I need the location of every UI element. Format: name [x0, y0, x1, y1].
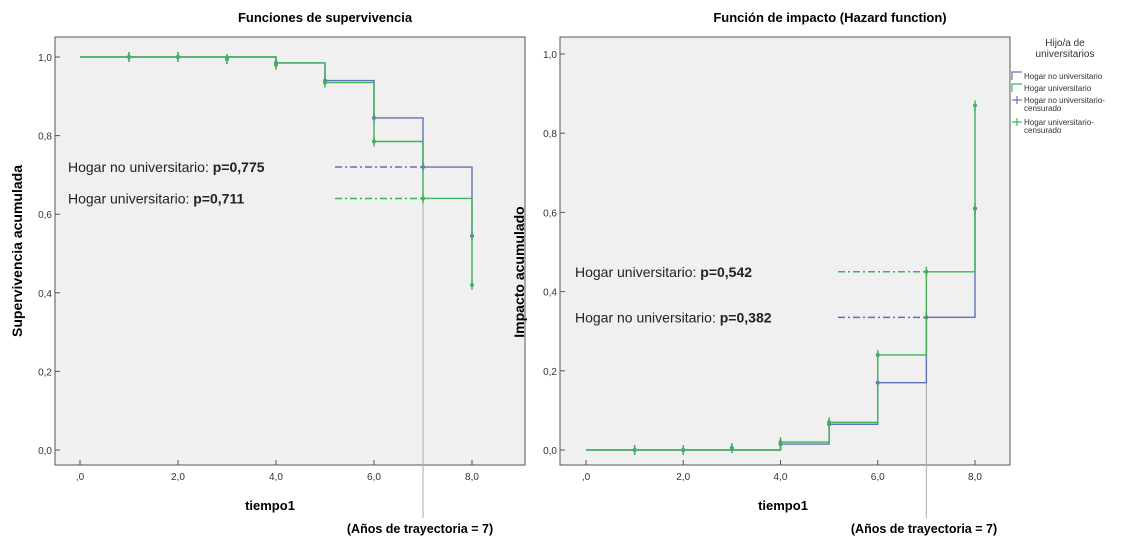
hazard-y-ticks: 0,0 0,2 0,4 0,6 0,8 1,0	[543, 50, 565, 457]
survival-annotation-value: p=0,775	[213, 159, 265, 175]
hazard-annotation-label: Hogar universitario:	[575, 264, 700, 280]
hazard-y-tick-label: 0,2	[543, 367, 557, 378]
hazard-point	[681, 448, 686, 452]
hazard-point	[729, 446, 734, 451]
legend-entry-label: Hogar universitario	[1024, 84, 1092, 93]
survival-point	[176, 55, 180, 59]
legend-entry-label: Hogar universitario-	[1024, 118, 1094, 127]
hazard-point	[875, 352, 880, 357]
hazard-annotation-0: Hogar universitario: p=0,542	[575, 264, 752, 280]
legend-title-line: universitarios	[1036, 49, 1095, 60]
survival-annotation-label: Hogar no universitario:	[68, 159, 213, 175]
hazard-series	[586, 100, 977, 455]
hazard-marker-label: (Años de trayectoria = 7)	[851, 522, 997, 536]
survival-y-tick-label: 0,8	[38, 132, 52, 143]
survival-point	[274, 62, 278, 67]
hazard-point	[632, 448, 637, 452]
survival-y-tick-label: 0,6	[38, 210, 52, 221]
survival-marker-label: (Años de trayectoria = 7)	[347, 522, 493, 536]
hazard-y-tick-label: 1,0	[543, 50, 557, 61]
survival-y-axis-label: Supervivencia acumulada	[9, 165, 25, 337]
hazard-x-tick-label: 4,0	[774, 472, 788, 483]
hazard-plot-area	[559, 36, 1011, 466]
hazard-y-axis-label: Impacto acumulado	[511, 206, 527, 337]
survival-y-tick-label: 0,2	[38, 367, 52, 378]
survival-x-ticks: ,0 2,0 4,0 6,0 8,0	[76, 460, 479, 483]
hazard-chart: Función de impacto (Hazard function) 0,0…	[511, 10, 1105, 536]
hazard-x-tick-label: ,0	[582, 472, 591, 483]
survival-point	[323, 80, 327, 85]
survival-y-tick-label: 0,4	[38, 289, 52, 300]
hazard-annotation-1: Hogar no universitario: p=0,382	[575, 309, 772, 325]
survival-annotation-label: Hogar universitario:	[68, 190, 193, 206]
hazard-annotation-value: p=0,542	[700, 264, 752, 280]
survival-chart-title: Funciones de supervivencia	[238, 10, 413, 25]
survival-point	[127, 55, 131, 59]
hazard-point	[973, 103, 977, 108]
survival-x-axis-label: tiempo1	[245, 498, 295, 513]
legend-title-line: Hijo/a de	[1045, 38, 1085, 49]
hazard-x-ticks: ,0 2,0 4,0 6,0 8,0	[582, 460, 982, 483]
legend-entry-label: Hogar no universitario	[1024, 72, 1103, 81]
hazard-y-tick-label: 0,4	[543, 288, 557, 299]
survival-annotation-value: p=0,711	[193, 190, 244, 206]
hazard-x-axis-label: tiempo1	[758, 498, 808, 513]
survival-point	[421, 196, 425, 201]
survival-x-tick-label: 6,0	[367, 472, 381, 483]
survival-x-tick-label: ,0	[76, 472, 85, 483]
survival-y-tick-label: 0,0	[38, 446, 52, 457]
hazard-chart-title: Función de impacto (Hazard function)	[713, 10, 946, 25]
legend-swatch-0	[1011, 71, 1022, 80]
hazard-x-tick-label: 8,0	[968, 472, 982, 483]
hazard-x-tick-label: 2,0	[676, 472, 690, 483]
survival-plot-area	[54, 36, 526, 466]
hazard-point	[778, 440, 783, 445]
legend-entry-label: Hogar no universitario-	[1024, 96, 1105, 105]
hazard-y-tick-label: 0,6	[543, 208, 557, 219]
survival-y-ticks: 0,0 0,2 0,4 0,6 0,8 1,0	[38, 53, 60, 457]
survival-annotation-1: Hogar universitario: p=0,711	[68, 190, 244, 206]
survival-chart: Funciones de supervivencia 0,00,20,40,60…	[9, 10, 526, 536]
survival-point	[225, 56, 229, 61]
survival-series	[80, 52, 474, 290]
hazard-y-tick-label: 0,0	[543, 446, 557, 457]
hazard-annotation-label: Hogar no universitario:	[575, 309, 720, 325]
legend-swatch-1	[1011, 83, 1022, 92]
survival-y-tick-label: 1,0	[38, 53, 52, 64]
survival-annotation-0: Hogar no universitario: p=0,775	[68, 159, 265, 175]
survival-x-tick-label: 4,0	[269, 472, 283, 483]
survival-point	[372, 139, 376, 144]
legend-entry-label: censurado	[1024, 126, 1062, 135]
survival-point	[470, 282, 474, 287]
hazard-point	[827, 420, 832, 425]
hazard-annotation-value: p=0,382	[720, 309, 772, 325]
survival-annotations: Hogar no universitario: p=0,775 Hogar uni…	[68, 159, 423, 206]
hazard-x-tick-label: 6,0	[871, 472, 885, 483]
survival-x-tick-label: 2,0	[171, 472, 185, 483]
legend-entry-label: censurado	[1024, 104, 1062, 113]
hazard-annotations: Hogar universitario: p=0,542 Hogar no uni…	[575, 264, 927, 325]
survival-x-tick-label: 8,0	[465, 472, 479, 483]
hazard-y-tick-label: 0,8	[543, 129, 557, 140]
hazard-point	[924, 269, 929, 274]
